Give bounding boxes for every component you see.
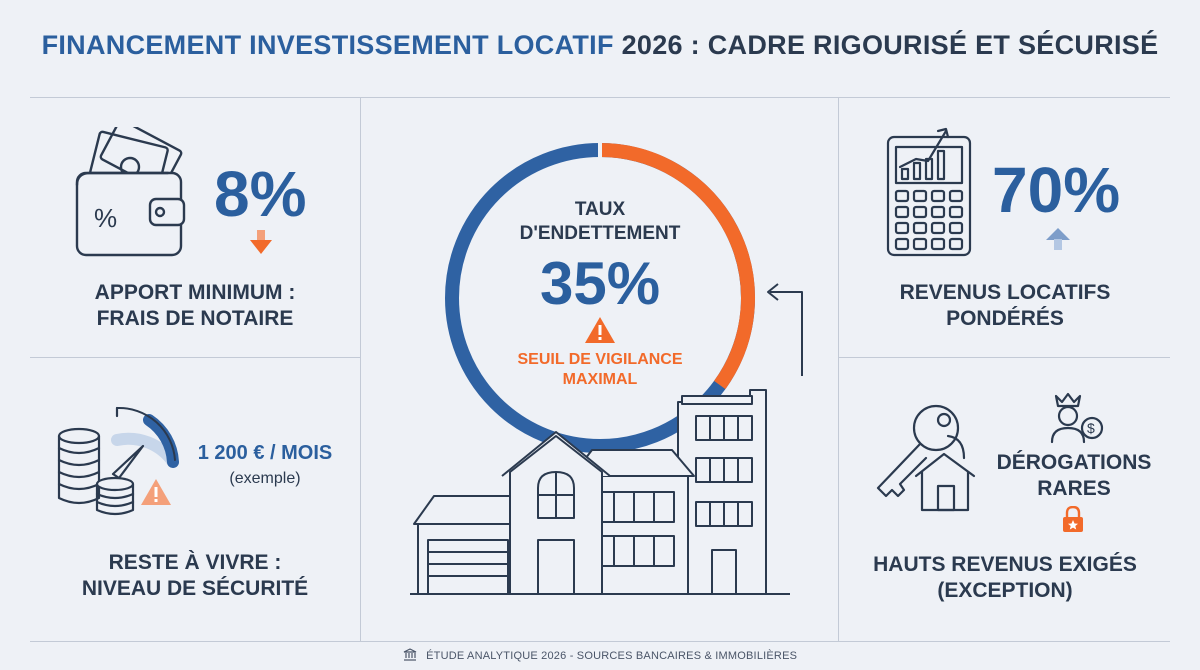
derogations-label-line1: DÉROGATIONS [996, 451, 1152, 474]
reste-label-line2: NIVEAU DE SÉCURITÉ [81, 577, 309, 600]
divider-left [360, 97, 361, 641]
derogations-label: DÉROGATIONS RARES [984, 450, 1164, 502]
derogations-bottom-line1: HAUTS REVENUS EXIGÉS [873, 553, 1137, 576]
title-part-1: FINANCEMENT INVESTISSEMENT LOCATIF [41, 30, 614, 60]
derogations-bottom-label: HAUTS REVENUS EXIGÉS (EXCEPTION) [850, 552, 1160, 604]
footer-text: ÉTUDE ANALYTIQUE 2026 - SOURCES BANCAIRE… [426, 650, 798, 662]
revenus-label-line2: PONDÉRÉS [946, 307, 1064, 330]
footer: ÉTUDE ANALYTIQUE 2026 - SOURCES BANCAIRE… [0, 648, 1200, 664]
apport-label-line2: FRAIS DE NOTAIRE [96, 307, 294, 330]
gauge-value: 35% [539, 250, 661, 317]
revenus-label: REVENUS LOCATIFS PONDÉRÉS [850, 280, 1160, 332]
revenus-label-line1: REVENUS LOCATIFS [899, 281, 1111, 304]
arrow-up-icon [1046, 228, 1070, 255]
bank-icon [403, 648, 417, 664]
wallet-icon: % [72, 119, 192, 264]
gauge-label-line1: TAUX [574, 199, 626, 220]
debt-ratio-gauge [440, 138, 760, 463]
king-coin-icon: $ [1048, 390, 1108, 451]
apport-label-line1: APPORT MINIMUM : [94, 281, 296, 304]
divider-top [30, 97, 1170, 98]
gauge-warning-line1: SEUIL DE VIGILANCE [517, 351, 683, 368]
apport-label: APPORT MINIMUM : FRAIS DE NOTAIRE [40, 280, 350, 332]
gauge-label-line2: D'ENDETTEMENT [519, 223, 681, 244]
arrow-down-icon [250, 230, 272, 259]
warning-triangle-icon [140, 478, 172, 511]
title-part-2: 2026 : CADRE RIGOURISÉ ET SÉCURISÉ [621, 30, 1159, 60]
divider-right [838, 97, 839, 641]
lock-icon [1062, 505, 1084, 537]
divider-left-mid [30, 357, 360, 358]
gauge-warning: SEUIL DE VIGILANCE MAXIMAL [490, 350, 710, 390]
calculator-chart-icon [884, 125, 974, 264]
reste-label: RESTE À VIVRE : NIVEAU DE SÉCURITÉ [40, 550, 350, 602]
reste-label-line1: RESTE À VIVRE : [108, 551, 282, 574]
svg-text:%: % [94, 203, 117, 233]
gauge-warning-line2: MAXIMAL [562, 371, 638, 388]
coins-gauge-icon [55, 402, 185, 527]
reste-amount: 1 200 € / MOIS [197, 442, 333, 464]
apport-value: 8% [214, 158, 307, 230]
svg-text:$: $ [1087, 420, 1095, 436]
warning-triangle-icon [584, 316, 616, 349]
revenus-value: 70% [992, 154, 1121, 226]
divider-right-mid [838, 357, 1170, 358]
reste-note: (exemple) [229, 470, 301, 487]
key-house-icon [868, 402, 978, 523]
return-arrow-icon [762, 280, 812, 385]
page-title: FINANCEMENT INVESTISSEMENT LOCATIF 2026 … [0, 30, 1200, 61]
derogations-label-line2: RARES [1037, 477, 1111, 500]
house-building-icon [410, 380, 810, 605]
divider-bottom [30, 641, 1170, 642]
gauge-label: TAUX D'ENDETTEMENT [500, 198, 700, 246]
derogations-bottom-line2: (EXCEPTION) [937, 579, 1073, 602]
